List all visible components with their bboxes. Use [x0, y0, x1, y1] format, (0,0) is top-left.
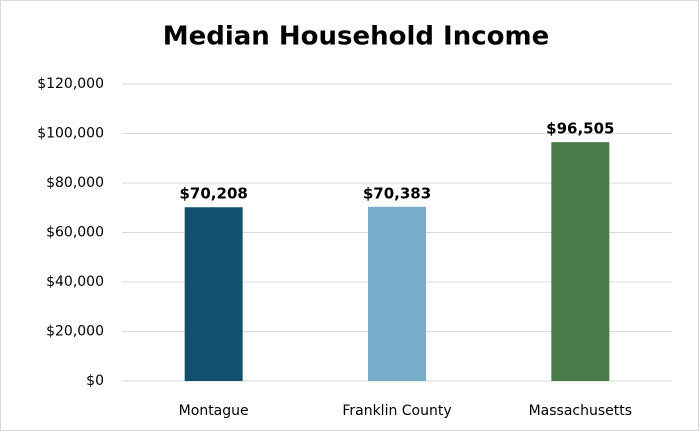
y-tick-label: $80,000: [46, 175, 104, 191]
data-label: $70,383: [363, 184, 431, 202]
x-tick-label: Franklin County: [342, 403, 451, 419]
bar: [184, 207, 243, 381]
chart-title: Median Household Income: [163, 22, 550, 52]
data-label: $96,505: [546, 120, 614, 138]
y-tick-label: $0: [86, 373, 104, 389]
y-tick-label: $60,000: [46, 225, 104, 241]
x-tick-label: Montague: [179, 403, 249, 419]
y-tick-label: $100,000: [37, 126, 104, 142]
bar: [551, 142, 610, 381]
x-tick-label: Massachusetts: [529, 403, 632, 419]
data-label: $70,208: [180, 185, 248, 203]
y-tick-label: $40,000: [46, 274, 104, 290]
bar: [368, 206, 426, 381]
y-tick-label: $20,000: [46, 324, 104, 340]
y-tick-label: $120,000: [37, 76, 104, 92]
